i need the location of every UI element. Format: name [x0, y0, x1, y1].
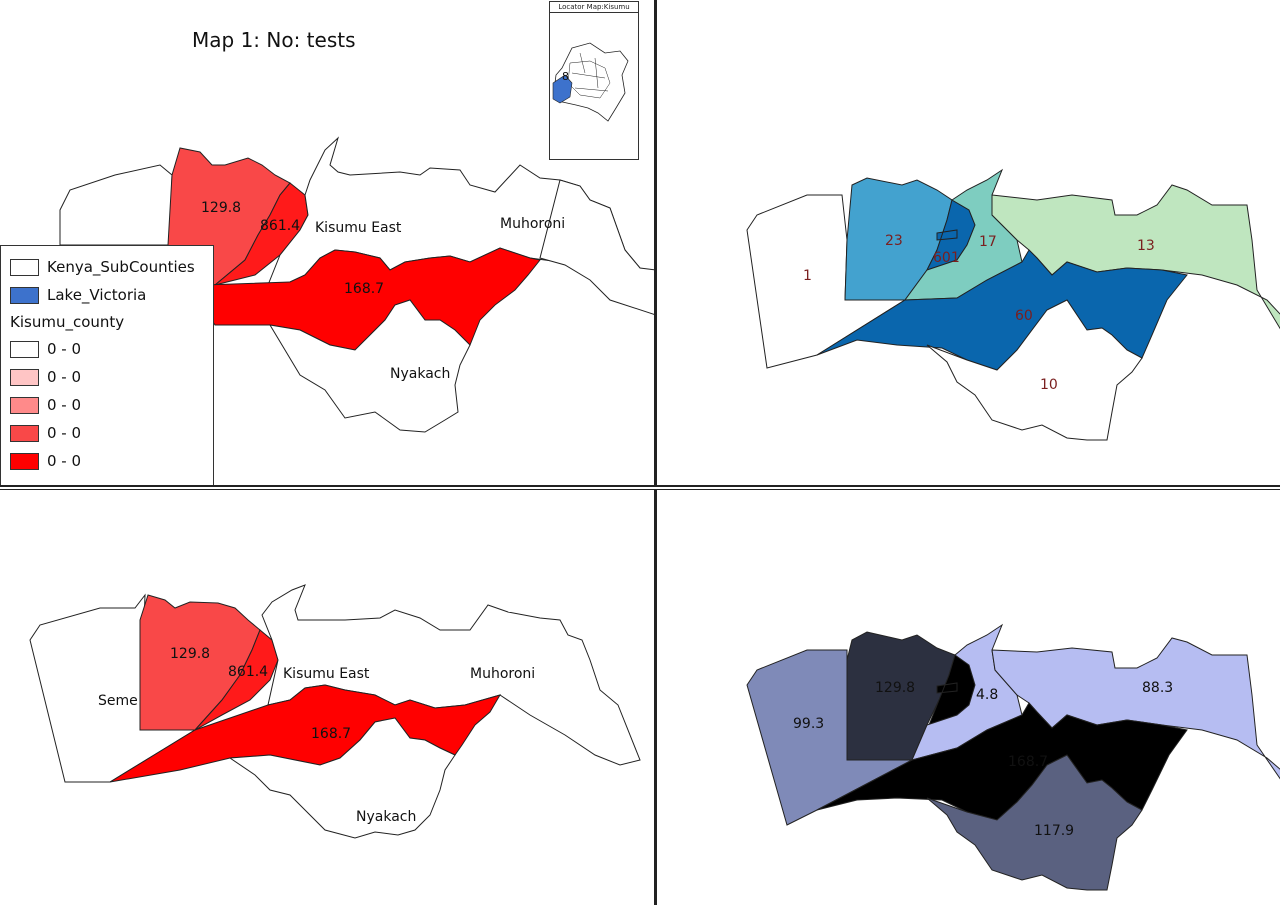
kisumu-map-3: 129.8 861.4 Kisumu East Muhoroni Seme 16…: [29, 584, 641, 839]
legend-label: 0 - 0: [47, 396, 82, 414]
label-muhoroni: 88.3: [1142, 680, 1173, 696]
label-nyando: 168.7: [1008, 754, 1048, 770]
locator-subcounty-lines: [567, 52, 611, 99]
legend-class-row: 0 - 0: [1, 419, 213, 447]
swatch-icon: [10, 258, 39, 276]
legend-map-1: Kenya_SubCounties Lake_Victoria Kisumu_c…: [0, 245, 214, 485]
legend-class-row: 0 - 0: [1, 363, 213, 391]
legend-class-row: 0 - 0: [1, 447, 213, 475]
label-kisumu-east: Kisumu East: [283, 666, 370, 682]
locator-kenya-outline: 8: [552, 42, 629, 122]
label-value-1: 129.8: [170, 646, 210, 662]
region-nyakach: [269, 299, 471, 433]
legend-label: Kenya_SubCounties: [47, 258, 195, 276]
map-panel-1: 129.8 861.4 Kisumu East Muhoroni 168.7 N…: [0, 0, 656, 487]
legend-label: 0 - 0: [47, 340, 82, 358]
region-kisumu-west: [139, 594, 261, 731]
map-panel-4: 99.3 129.8 4.8 88.3 168.7 117.9: [656, 489, 1280, 905]
label-seme: Seme: [98, 693, 138, 709]
label-nyando: 60: [1015, 308, 1033, 324]
label-muhoroni: Muhoroni: [470, 666, 535, 682]
legend-group-title: Kisumu_county: [10, 313, 125, 331]
legend-item-lake-victoria: Lake_Victoria: [1, 281, 213, 309]
legend-class-row: 0 - 0: [1, 391, 213, 419]
label-kisumu-west: 23: [885, 233, 903, 249]
label-kisumu-west: 129.8: [875, 680, 915, 696]
region-muhoroni-east: [539, 179, 654, 315]
swatch-icon: [10, 452, 39, 470]
locator-map: Locator Map:Kisumu 8: [549, 1, 639, 160]
label-kisumu-east: 17: [979, 234, 997, 250]
kisumu-map-1: 129.8 861.4 Kisumu East Muhoroni 168.7 N…: [59, 136, 654, 433]
legend-label: Lake_Victoria: [47, 286, 147, 304]
kisumu-map-4: 99.3 129.8 4.8 88.3 168.7 117.9: [746, 623, 1280, 891]
label-kisumu-central: 601: [933, 250, 960, 266]
region-nyakach: [926, 299, 1143, 441]
legend-item-kenya-subcounties: Kenya_SubCounties: [1, 253, 213, 281]
map-title: Map 1: No: tests: [192, 28, 356, 52]
label-seme: 99.3: [793, 716, 824, 732]
legend-label: 0 - 0: [47, 452, 82, 470]
map-panel-3: 129.8 861.4 Kisumu East Muhoroni Seme 16…: [0, 489, 656, 905]
locator-lake-victoria: [552, 74, 573, 104]
label-value-2: 861.4: [260, 218, 300, 234]
swatch-icon: [10, 368, 39, 386]
label-muhoroni: 13: [1137, 238, 1155, 254]
locator-title: Locator Map:Kisumu: [550, 2, 638, 13]
kisumu-map-2: 1 23 601 17 13 60 10: [746, 168, 1280, 441]
swatch-icon: [10, 340, 39, 358]
label-kisumu-east: 4.8: [976, 687, 998, 703]
legend-label: 0 - 0: [47, 368, 82, 386]
legend-label: 0 - 0: [47, 424, 82, 442]
swatch-icon: [10, 286, 39, 304]
label-nyakach: Nyakach: [390, 366, 450, 382]
label-value-1: 129.8: [201, 200, 241, 216]
map-panel-2: 1 23 601 17 13 60 10 kisumu mapp 1 - 10.…: [656, 0, 1280, 487]
label-nyakach: Nyakach: [356, 809, 416, 825]
label-value-3: 168.7: [311, 726, 351, 742]
label-value-3: 168.7: [344, 281, 384, 297]
label-value-2: 861.4: [228, 664, 268, 680]
swatch-icon: [10, 396, 39, 414]
region-seme: [59, 164, 173, 246]
label-nyakach: 117.9: [1034, 823, 1074, 839]
swatch-icon: [10, 424, 39, 442]
legend-class-row: 0 - 0: [1, 335, 213, 363]
region-nyakach: [926, 754, 1143, 891]
label-kisumu-east: Kisumu East: [315, 220, 402, 236]
label-nyakach: 10: [1040, 377, 1058, 393]
locator-label: 8: [562, 70, 569, 83]
label-seme: 1: [803, 268, 812, 284]
region-nyakach: [228, 717, 456, 839]
label-muhoroni: Muhoroni: [500, 216, 565, 232]
